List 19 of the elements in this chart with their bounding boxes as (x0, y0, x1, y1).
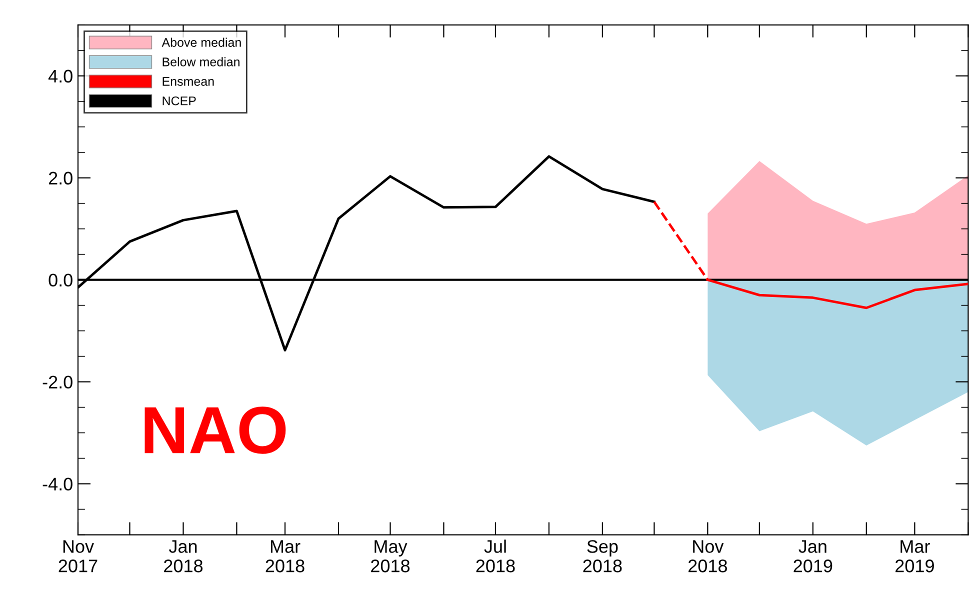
x-tick-label: Nov 2018 (688, 540, 727, 572)
x-tick-label: Nov 2017 (58, 540, 98, 572)
legend-label: Ensmean (162, 77, 214, 86)
x-tick-label: Jan 2019 (794, 540, 832, 572)
legend-label: NCEP (162, 96, 196, 106)
y-tick-label: 4.0 (48, 70, 72, 83)
x-tick-label: Mar 2019 (896, 540, 934, 572)
legend-label: Above median (162, 38, 241, 47)
legend-label: Below median (162, 57, 240, 66)
y-tick-label: -4.0 (42, 478, 72, 490)
y-tick-label: -2.0 (42, 376, 72, 389)
x-tick-label: May 2018 (371, 540, 410, 572)
x-tick-label: Sep 2018 (583, 540, 622, 572)
x-tick-label: Mar 2018 (266, 540, 304, 572)
x-tick-label: Jul 2018 (476, 540, 515, 572)
y-tick-label: 2.0 (48, 172, 72, 185)
y-tick-label: 0.0 (48, 274, 72, 287)
x-tick-label: Jan 2018 (164, 540, 203, 572)
annotation: NAO (144, 406, 286, 454)
